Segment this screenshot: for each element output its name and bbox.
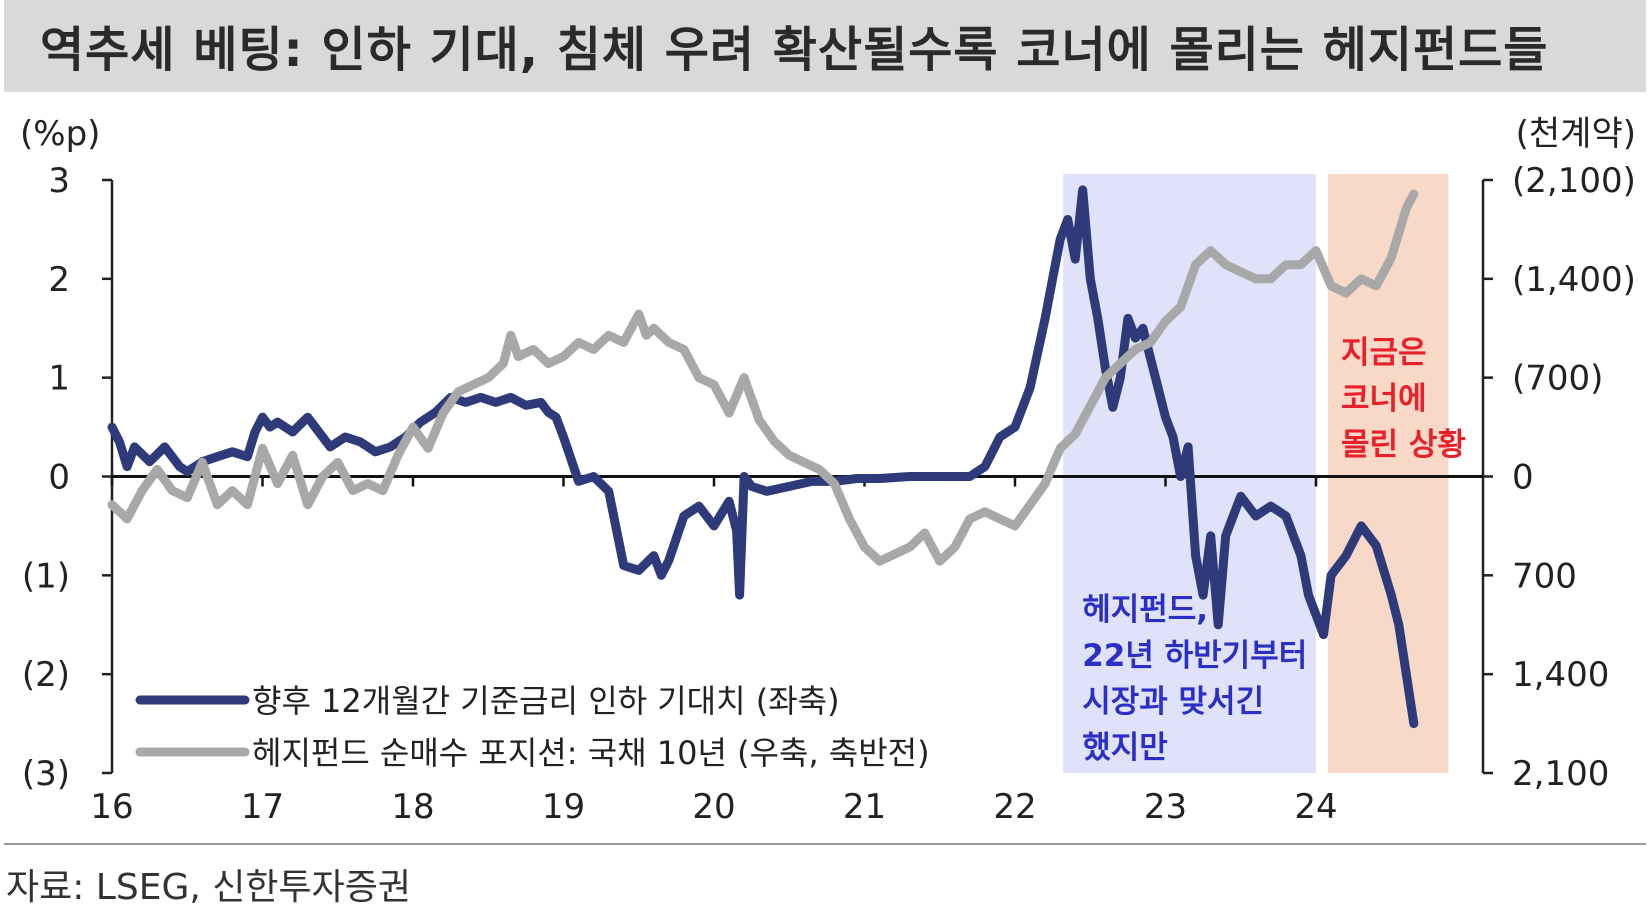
chart-title: 역추세 베팅: 인하 기대, 침체 우려 확산될수록 코너에 몰리는 헤지펀드들 (40, 22, 1549, 78)
source-divider (4, 843, 1646, 845)
x-tick-label: 20 (692, 787, 735, 827)
annotation-0-line-2: 몰린 상황 (1341, 427, 1466, 463)
x-tick-label: 19 (542, 787, 585, 827)
left-axis-unit: (%p) (20, 114, 100, 154)
annotation-1-line-0: 헤지펀드, (1082, 592, 1208, 628)
line-chart: (%p) (천계약)3210(1)(2)(3)(2,100)(1,400)(700… (20, 114, 1636, 827)
series-line-1 (107, 189, 1419, 566)
legend-label-0: 향후 12개월간 기준금리 인하 기대치 (좌축) (252, 682, 840, 720)
x-tick-label: 24 (1294, 787, 1337, 827)
x-tick-label: 23 (1144, 787, 1187, 827)
x-tick-label: 16 (90, 787, 133, 827)
right-axis-unit: (천계약) (1516, 114, 1636, 154)
left-tick-label: 0 (48, 458, 70, 498)
right-tick-label: 700 (1512, 556, 1577, 596)
x-tick-label: 18 (391, 787, 434, 827)
right-tick-label: (1,400) (1512, 260, 1636, 300)
annotation-0-line-0: 지금은 (1341, 335, 1427, 371)
annotation-0-line-1: 코너에 (1341, 381, 1427, 417)
left-tick-label: (1) (22, 556, 70, 596)
left-tick-label: 3 (48, 161, 70, 201)
left-tick-label: 1 (48, 359, 70, 399)
annotation-1-line-2: 시장과 맞서긴 (1082, 684, 1264, 720)
x-tick-label: 17 (241, 787, 284, 827)
left-tick-label: 2 (48, 260, 70, 300)
annotation-1-line-3: 했지만 (1082, 730, 1168, 766)
source-note: 자료: LSEG, 신한투자증권 (6, 867, 411, 908)
left-tick-label: (2) (22, 655, 70, 695)
legend-label-1: 헤지펀드 순매수 포지션: 국채 10년 (우축, 축반전) (252, 734, 930, 772)
right-tick-label: 2,100 (1512, 754, 1609, 794)
right-tick-label: 1,400 (1512, 655, 1609, 695)
title-bar: 역추세 베팅: 인하 기대, 침체 우려 확산될수록 코너에 몰리는 헤지펀드들 (4, 0, 1646, 92)
x-tick-label: 22 (993, 787, 1036, 827)
left-tick-label: (3) (22, 754, 70, 794)
right-tick-label: (700) (1512, 359, 1603, 399)
shaded-region-1 (1328, 174, 1449, 773)
x-tick-label: 21 (843, 787, 886, 827)
series-line-0 (107, 185, 1419, 729)
right-tick-label: (2,100) (1512, 161, 1636, 201)
annotation-1-line-1: 22년 하반기부터 (1082, 638, 1307, 674)
right-tick-label: 0 (1512, 458, 1534, 498)
